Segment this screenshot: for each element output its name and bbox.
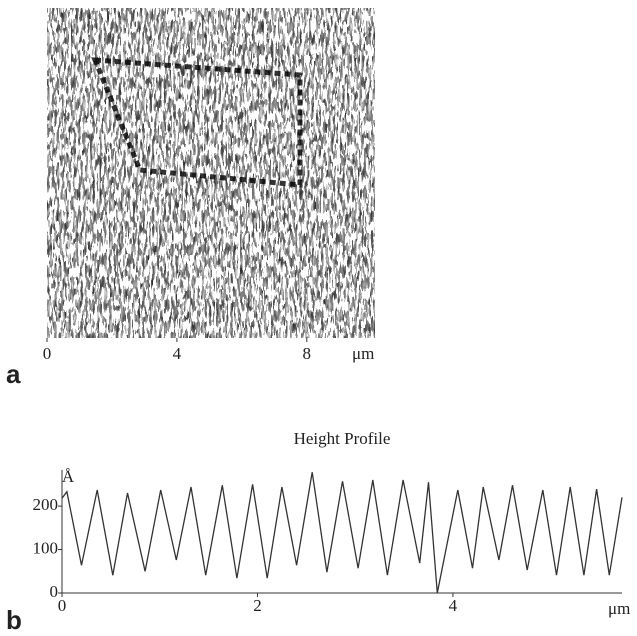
x-tick-label: 0 [58, 596, 67, 615]
x-tick-label: 8 [303, 344, 312, 363]
x-tick-label: 0 [43, 344, 52, 363]
y-tick-label: 200 [33, 495, 59, 514]
x-unit: μm [352, 344, 374, 363]
x-tick-label: 4 [449, 596, 458, 615]
panel-label: a [6, 359, 21, 389]
x-unit: μm [608, 599, 630, 618]
square-pattern [91, 57, 303, 188]
x-tick-label: 2 [253, 596, 262, 615]
y-tick-label: 0 [50, 582, 59, 601]
profile-line [61, 472, 623, 594]
afm-texture [47, 8, 375, 338]
x-tick-label: 4 [173, 344, 182, 363]
y-unit: Å [62, 467, 75, 486]
y-tick-label: 100 [33, 538, 59, 557]
chart-title: Height Profile [294, 429, 391, 448]
panel-label: b [6, 605, 22, 635]
afm-image [47, 8, 375, 338]
